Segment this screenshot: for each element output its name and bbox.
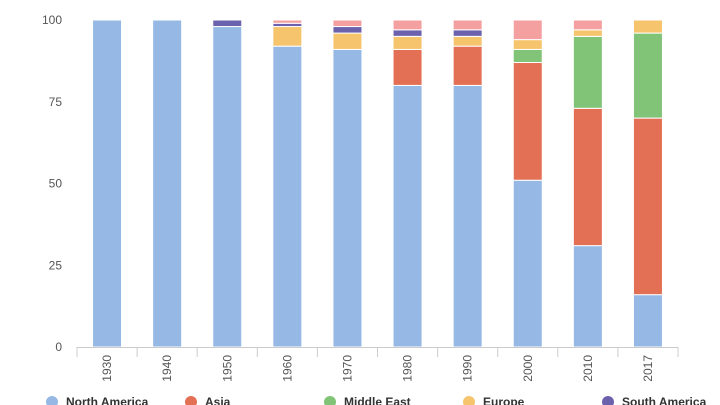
bar-segment [392, 84, 423, 348]
bar-segment [272, 45, 303, 348]
x-tick-label: 2010 [581, 355, 595, 382]
bar-segment [332, 19, 363, 28]
bar-segment [272, 26, 303, 47]
bar-segment [392, 48, 423, 86]
bar-segment [452, 45, 483, 86]
bar-segment [572, 35, 603, 109]
bar-segment [452, 29, 483, 37]
bar-segment [632, 19, 663, 34]
y-tick-label: 100 [42, 13, 62, 27]
y-tick-label: 0 [55, 340, 62, 354]
bar-segment [512, 19, 543, 41]
x-tick-label: 1960 [280, 355, 294, 382]
bar-segment [332, 48, 363, 348]
x-tick-label: 1990 [461, 355, 475, 382]
legend-label: Europe [483, 395, 525, 405]
x-tick-label: 1980 [401, 355, 415, 382]
bar-segment [452, 84, 483, 348]
legend-label: North America [66, 395, 149, 405]
axes-layer: 1930 1940 1950 1960 1970 1980 1990 2000 2010 2017… [42, 13, 679, 382]
bar-segment [212, 19, 243, 28]
bar-segment [632, 294, 663, 348]
bar-segment [572, 29, 603, 37]
legend-label: Middle East [344, 395, 411, 405]
x-tick-label: 1930 [100, 355, 114, 382]
y-tick-label: 75 [49, 95, 63, 109]
legend-marker [46, 396, 58, 405]
bar-segment [452, 19, 483, 31]
legend-label: Asia [205, 395, 231, 405]
bar-segment [512, 39, 543, 50]
legend-label: South America [622, 395, 707, 405]
x-tick-label: 1940 [160, 355, 174, 382]
bar-segment [512, 179, 543, 348]
bars-layer [92, 19, 663, 348]
bar-segment [572, 107, 603, 247]
y-tick-label: 50 [49, 177, 63, 191]
bar-segment [212, 26, 243, 348]
bar-segment [512, 62, 543, 181]
bar-segment [392, 29, 423, 37]
bar-segment [392, 35, 423, 50]
bar-segment [152, 19, 183, 348]
legend-marker [602, 396, 614, 405]
x-tick-label: 1950 [220, 355, 234, 382]
bar-segment [572, 245, 603, 348]
bar-segment [92, 19, 123, 348]
x-tick-label: 1970 [340, 355, 354, 382]
bar-segment [632, 32, 663, 119]
bar-segment [452, 35, 483, 47]
bar-segment [572, 19, 603, 31]
legend-marker [324, 396, 336, 405]
x-tick-label: 2000 [521, 355, 535, 382]
x-tick-label: 2017 [641, 355, 655, 382]
bar-segment [632, 117, 663, 296]
legend-marker [463, 396, 475, 405]
bar-segment [332, 26, 363, 34]
y-tick-label: 25 [49, 258, 63, 272]
legend-marker [185, 396, 197, 405]
bar-segment [392, 19, 423, 31]
bar-segment [512, 48, 543, 64]
bar-segment [272, 19, 303, 24]
legend: North America Asia Middle East Europe South … [46, 395, 707, 405]
bar-segment [332, 32, 363, 50]
